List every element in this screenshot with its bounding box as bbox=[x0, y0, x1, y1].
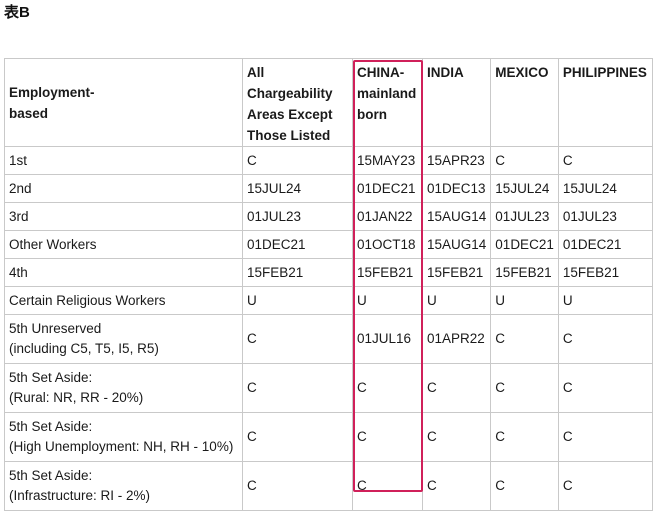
cell-mexico: 01JUL23 bbox=[490, 202, 559, 231]
cell-philippines: C bbox=[557, 146, 653, 175]
header-philippines: PHILIPPINES bbox=[557, 58, 653, 147]
row-label: 4th bbox=[4, 258, 243, 287]
table-row: 3rd 01JUL23 01JAN22 15AUG14 01JUL23 01JU… bbox=[4, 202, 653, 231]
cell-china: C bbox=[352, 363, 423, 413]
cell-india: 15AUG14 bbox=[421, 230, 492, 259]
table-row: 5th Set Aside: (Infrastructure: RI - 2%)… bbox=[4, 461, 653, 511]
row-label: 1st bbox=[4, 146, 243, 175]
cell-china: 01DEC21 bbox=[352, 174, 423, 203]
cell-china: 15FEB21 bbox=[352, 258, 423, 287]
cell-all-chargeability: 15FEB21 bbox=[242, 258, 353, 287]
cell-mexico: C bbox=[490, 146, 559, 175]
cell-india: C bbox=[421, 461, 492, 511]
visa-bulletin-table: Employment- based All Chargeability Area… bbox=[4, 58, 653, 511]
cell-china: C bbox=[352, 461, 423, 511]
cell-mexico: C bbox=[490, 461, 559, 511]
row-label: 5th Unreserved (including C5, T5, I5, R5… bbox=[4, 314, 243, 364]
table-row: 5th Set Aside: (Rural: NR, RR - 20%) C C… bbox=[4, 363, 653, 413]
row-label: 3rd bbox=[4, 202, 243, 231]
cell-china: 01JAN22 bbox=[352, 202, 423, 231]
cell-china: 01JUL16 bbox=[352, 314, 423, 364]
table-row: 5th Unreserved (including C5, T5, I5, R5… bbox=[4, 314, 653, 364]
header-employment-based: Employment- based bbox=[4, 58, 243, 147]
row-label: 5th Set Aside: (Infrastructure: RI - 2%) bbox=[4, 461, 243, 511]
cell-philippines: 01JUL23 bbox=[557, 202, 653, 231]
header-row: Employment- based All Chargeability Area… bbox=[4, 58, 653, 147]
table-row: 1st C 15MAY23 15APR23 C C bbox=[4, 146, 653, 175]
cell-india: C bbox=[421, 412, 492, 462]
header-all-chargeability: All Chargeability Areas Except Those Lis… bbox=[242, 58, 353, 147]
cell-india: 01APR22 bbox=[421, 314, 492, 364]
cell-mexico: U bbox=[490, 286, 559, 315]
table-row: Certain Religious Workers U U U U U bbox=[4, 286, 653, 315]
cell-mexico: C bbox=[490, 314, 559, 364]
cell-mexico: 15JUL24 bbox=[490, 174, 559, 203]
row-label: 5th Set Aside: (Rural: NR, RR - 20%) bbox=[4, 363, 243, 413]
table-title: 表B bbox=[4, 4, 30, 21]
cell-philippines: 15FEB21 bbox=[557, 258, 653, 287]
row-label: 5th Set Aside: (High Unemployment: NH, R… bbox=[4, 412, 243, 462]
cell-all-chargeability: 01JUL23 bbox=[242, 202, 353, 231]
cell-philippines: C bbox=[557, 412, 653, 462]
cell-all-chargeability: 15JUL24 bbox=[242, 174, 353, 203]
cell-philippines: 01DEC21 bbox=[557, 230, 653, 259]
table-row: 4th 15FEB21 15FEB21 15FEB21 15FEB21 15FE… bbox=[4, 258, 653, 287]
header-china-mainland: CHINA- mainland born bbox=[352, 58, 423, 147]
cell-all-chargeability: C bbox=[242, 412, 353, 462]
cell-india: 15APR23 bbox=[421, 146, 492, 175]
cell-all-chargeability: C bbox=[242, 363, 353, 413]
header-mexico: MEXICO bbox=[490, 58, 559, 147]
cell-all-chargeability: C bbox=[242, 146, 353, 175]
cell-mexico: C bbox=[490, 412, 559, 462]
cell-philippines: C bbox=[557, 461, 653, 511]
cell-philippines: C bbox=[557, 314, 653, 364]
cell-china: C bbox=[352, 412, 423, 462]
row-label: 2nd bbox=[4, 174, 243, 203]
cell-india: C bbox=[421, 363, 492, 413]
row-label: Certain Religious Workers bbox=[4, 286, 243, 315]
header-india: INDIA bbox=[421, 58, 492, 147]
cell-all-chargeability: C bbox=[242, 461, 353, 511]
cell-all-chargeability: C bbox=[242, 314, 353, 364]
cell-philippines: 15JUL24 bbox=[557, 174, 653, 203]
cell-china: U bbox=[352, 286, 423, 315]
cell-mexico: C bbox=[490, 363, 559, 413]
cell-mexico: 01DEC21 bbox=[490, 230, 559, 259]
cell-philippines: U bbox=[557, 286, 653, 315]
cell-philippines: C bbox=[557, 363, 653, 413]
cell-india: 15FEB21 bbox=[421, 258, 492, 287]
table-row: Other Workers 01DEC21 01OCT18 15AUG14 01… bbox=[4, 230, 653, 259]
row-label: Other Workers bbox=[4, 230, 243, 259]
cell-china: 01OCT18 bbox=[352, 230, 423, 259]
cell-all-chargeability: U bbox=[242, 286, 353, 315]
cell-india: U bbox=[421, 286, 492, 315]
table-row: 2nd 15JUL24 01DEC21 01DEC13 15JUL24 15JU… bbox=[4, 174, 653, 203]
cell-mexico: 15FEB21 bbox=[490, 258, 559, 287]
cell-india: 15AUG14 bbox=[421, 202, 492, 231]
cell-china: 15MAY23 bbox=[352, 146, 423, 175]
cell-india: 01DEC13 bbox=[421, 174, 492, 203]
table-row: 5th Set Aside: (High Unemployment: NH, R… bbox=[4, 412, 653, 462]
cell-all-chargeability: 01DEC21 bbox=[242, 230, 353, 259]
